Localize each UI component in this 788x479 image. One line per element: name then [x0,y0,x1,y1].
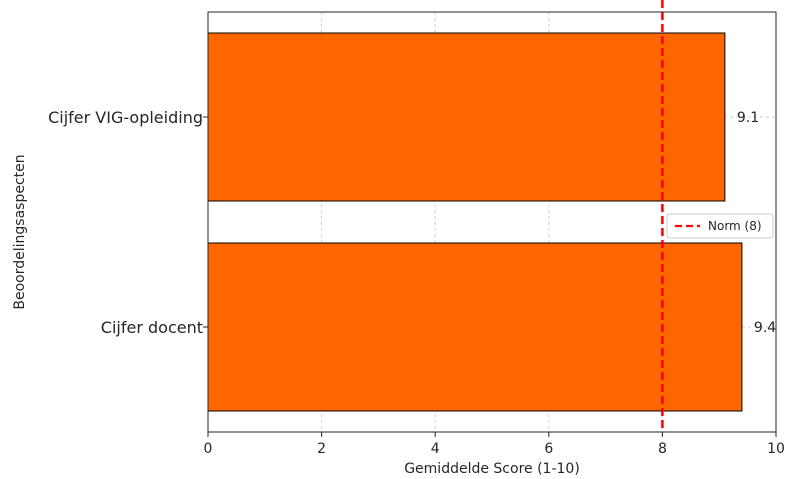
x-tick-layer: 0 2 4 6 8 10 [204,432,785,457]
legend: Norm (8) [666,213,774,239]
y-category-layer: Cijfer VIG-opleiding Cijfer docent [48,108,208,337]
category-label: Cijfer docent [101,318,203,337]
y-axis-label: Beoordelingsaspecten [12,154,28,309]
legend-entry-norm: Norm (8) [708,219,762,233]
bar-2 [207,242,743,412]
bar-1 [207,32,726,202]
bar-layer [207,32,743,412]
data-label: 9.1 [737,110,759,126]
x-tick-label: 4 [431,441,440,457]
x-tick-label: 8 [658,441,667,457]
x-axis-label: Gemiddelde Score (1-10) [404,461,580,477]
legend-box [666,213,774,239]
plot-frame [207,11,777,433]
data-label: 9.4 [754,320,776,336]
data-label-layer: 9.1 9.4 [737,110,776,336]
x-tick-label: 2 [317,441,326,457]
x-tick-label: 10 [767,441,785,457]
x-tick-label: 6 [544,441,553,457]
category-label: Cijfer VIG-opleiding [48,108,203,127]
x-tick-label: 0 [204,441,213,457]
